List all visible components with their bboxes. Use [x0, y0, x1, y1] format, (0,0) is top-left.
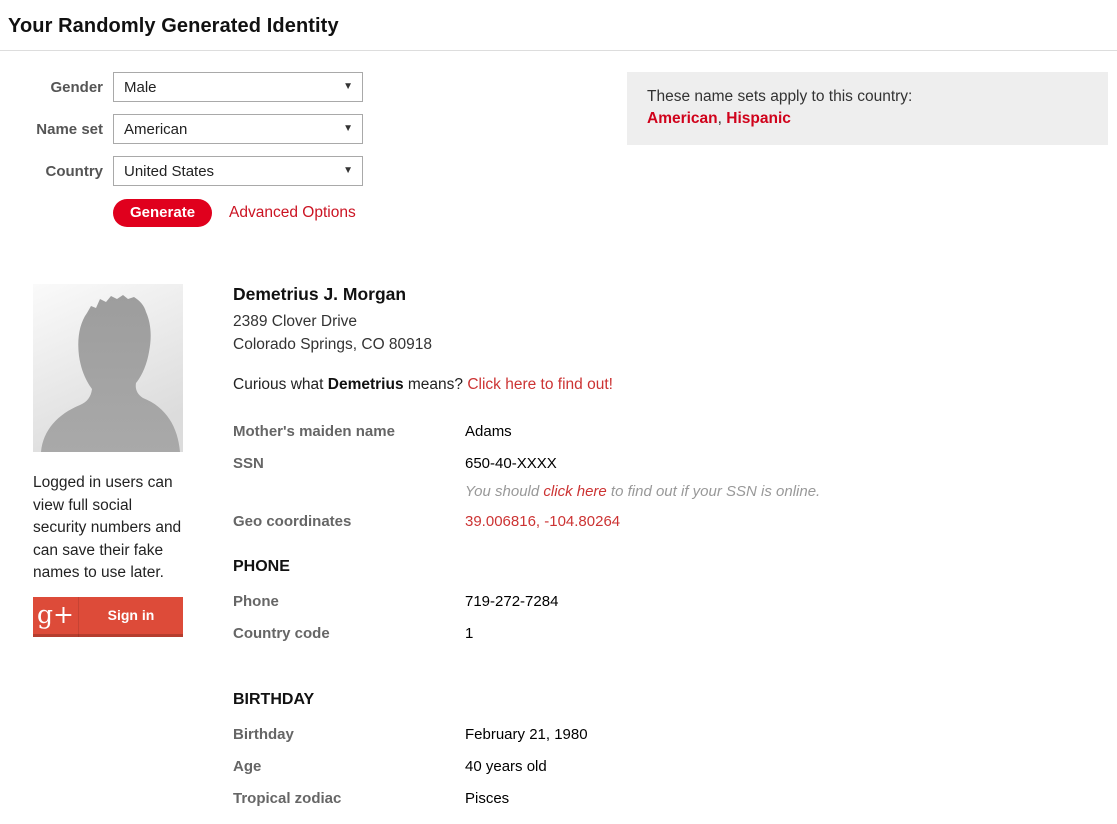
chevron-down-icon: ▼ [343, 81, 353, 92]
age-label: Age [233, 758, 262, 775]
tropical-zodiac-row: Tropical zodiac Pisces [233, 788, 1117, 809]
name-set-row: Name set American ▼ [0, 114, 627, 144]
country-code-row: Country code 1 [233, 623, 1117, 644]
name-set-select-value: American [124, 120, 188, 138]
tropical-zodiac-label: Tropical zodiac [233, 790, 342, 807]
country-select-value: United States [124, 162, 215, 180]
gender-label: Gender [50, 78, 103, 96]
identity-sidebar: Logged in users can view full social sec… [33, 284, 183, 820]
birthday-value: February 21, 1980 [465, 726, 588, 743]
geo-coordinates-label: Geo coordinates [233, 513, 352, 530]
phone-value: 719-272-7284 [465, 593, 559, 610]
age-value: 40 years old [465, 758, 547, 775]
ssn-row: SSN 650-40-XXXX [233, 453, 1117, 474]
address-line-1: 2389 Clover Drive [233, 313, 358, 330]
birthday-row: Birthday February 21, 1980 [233, 724, 1117, 745]
ssn-check-link[interactable]: click here [543, 483, 607, 500]
mothers-maiden-name-label: Mother's maiden name [233, 423, 395, 440]
birthday-section-heading: BIRTHDAY [233, 691, 315, 708]
ssn-note-prefix: You should [465, 483, 544, 500]
identity-name: Demetrius J. Morgan [233, 284, 407, 304]
name-meaning-link[interactable]: Click here to find out! [467, 376, 613, 393]
signin-label: Sign in [107, 607, 155, 623]
country-code-value: 1 [465, 625, 474, 642]
country-code-label: Country code [233, 625, 330, 642]
name-sets-info-box: These name sets apply to this country: A… [627, 72, 1108, 145]
age-row: Age 40 years old [233, 756, 1117, 777]
name-sets-info-text: These name sets apply to this country: [647, 88, 913, 105]
curious-firstname: Demetrius [327, 376, 404, 393]
identity-details: Demetrius J. Morgan 2389 Clover Drive Co… [233, 284, 1117, 820]
personal-details-block: Mother's maiden name Adams SSN 650-40-XX… [233, 421, 1117, 809]
mothers-maiden-name-value: Adams [465, 423, 512, 440]
generator-form: Gender Male ▼ Name set American ▼ Countr… [0, 72, 627, 227]
chevron-down-icon: ▼ [343, 165, 353, 176]
identity-section: Logged in users can view full social sec… [0, 284, 1117, 820]
name-set-link-hispanic[interactable]: Hispanic [726, 110, 791, 127]
page-title: Your Randomly Generated Identity [8, 15, 339, 37]
google-signin-button[interactable]: g+ Sign in [33, 596, 183, 637]
geo-coordinates-link[interactable]: 39.006816, -104.80264 [465, 513, 621, 530]
curious-suffix: means? [403, 376, 468, 393]
curious-prefix: Curious what [233, 376, 328, 393]
name-set-separator: , [717, 110, 727, 127]
generate-button[interactable]: Generate [113, 199, 213, 227]
avatar [33, 284, 183, 452]
mothers-maiden-name-row: Mother's maiden name Adams [233, 421, 1117, 442]
country-select[interactable]: United States ▼ [113, 156, 363, 186]
login-benefit-note: Logged in users can view full social sec… [33, 474, 182, 581]
phone-row: Phone 719-272-7284 [233, 591, 1117, 612]
ssn-note: You should click here to find out if you… [465, 481, 1117, 502]
country-row: Country United States ▼ [0, 156, 627, 186]
phone-section-heading: PHONE [233, 558, 290, 575]
address-line-2: Colorado Springs, CO 80918 [233, 336, 433, 353]
form-actions: Generate Advanced Options [113, 199, 627, 227]
geo-coordinates-row: Geo coordinates 39.006816, -104.80264 [233, 511, 1117, 532]
google-plus-icon: g+ [33, 596, 79, 637]
gender-select[interactable]: Male ▼ [113, 72, 363, 102]
gender-row: Gender Male ▼ [0, 72, 627, 102]
chevron-down-icon: ▼ [343, 123, 353, 134]
generator-form-section: Gender Male ▼ Name set American ▼ Countr… [0, 72, 1117, 227]
ssn-value: 650-40-XXXX [465, 455, 557, 472]
tropical-zodiac-value: Pisces [465, 790, 510, 807]
phone-label: Phone [233, 593, 279, 610]
name-set-link-american[interactable]: American [647, 110, 718, 127]
name-set-select[interactable]: American ▼ [113, 114, 363, 144]
gender-select-value: Male [124, 78, 157, 96]
birthday-label: Birthday [233, 726, 294, 743]
page-header: Your Randomly Generated Identity [0, 0, 1117, 51]
identity-address: 2389 Clover Drive Colorado Springs, CO 8… [233, 310, 1117, 356]
name-meaning-line: Curious what Demetrius means? Click here… [233, 376, 1117, 394]
advanced-options-link[interactable]: Advanced Options [229, 204, 356, 221]
ssn-note-suffix: to find out if your SSN is online. [606, 483, 821, 500]
country-label: Country [45, 162, 104, 180]
ssn-label: SSN [233, 455, 264, 472]
name-set-label: Name set [36, 120, 103, 138]
